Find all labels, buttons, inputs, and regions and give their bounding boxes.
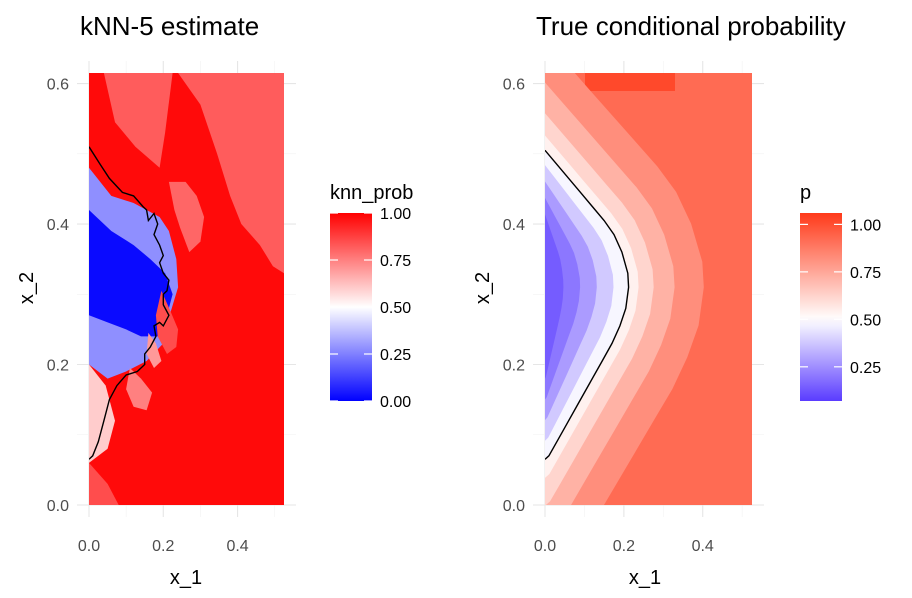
legend-title: knn_prob [330,182,413,204]
y-tick-label: 0.2 [47,358,69,375]
heatmap-raster [545,73,752,505]
legend-ticks: 0.25 0.50 0.75 1.00 [800,217,881,377]
panel-knn: kNN-5 estimate 0.0 0.2 0.4 0.0 0.2 0.4 0.6 x_… [16,11,413,589]
x-tick-label: 0.0 [534,538,556,555]
legend-tick-label: 0.75 [850,265,881,282]
legend-tick-label: 0.50 [380,300,411,317]
legend-tick-label: 1.00 [850,217,881,234]
contour-lines [89,146,170,460]
legend-ticks: 0.00 0.25 0.50 0.75 1.00 [330,206,411,411]
heatmap-region [545,214,564,460]
x-axis-label: x_1 [629,567,661,589]
y-tick-label: 0.4 [47,217,69,234]
contour-line [545,149,630,460]
legend-p: p 0.25 0.50 0.75 1.00 [800,182,881,401]
y-tick-label: 0.0 [503,498,525,515]
heatmap-region [126,368,153,411]
y-tick-label: 0.0 [47,498,69,515]
legend-title: p [800,182,811,204]
heatmap-region [89,462,119,505]
x-tick-label: 0.4 [692,538,714,555]
legend-tick-label: 0.25 [850,360,881,377]
legend-colorbar [800,213,842,401]
heatmap-region [155,290,179,354]
y-axis-ticks: 0.0 0.2 0.4 0.6 [47,77,69,515]
panel-title: True conditional probability [536,11,846,41]
panel-title: kNN-5 estimate [80,11,259,41]
x-axis-ticks: 0.0 0.2 0.4 [78,538,249,555]
y-tick-label: 0.2 [503,358,525,375]
heatmap-region [89,210,173,337]
contour-line [89,146,170,460]
x-axis-label: x_1 [170,567,202,589]
legend-tick-label: 0.50 [850,312,881,329]
x-tick-label: 0.2 [152,538,174,555]
contour-lines [545,149,630,460]
y-tick-label: 0.6 [503,77,525,94]
heatmap-region [89,364,115,463]
legend-tick-label: 0.75 [380,253,411,270]
y-axis-label: x_2 [472,272,494,304]
legend-knn-prob: knn_prob 0.00 0.25 0.50 0.75 1.00 [330,182,413,411]
y-axis-label: x_2 [16,272,38,304]
y-tick-label: 0.4 [503,217,525,234]
heatmap-region [103,73,173,168]
heatmap-region [178,73,284,274]
y-axis-ticks: 0.0 0.2 0.4 0.6 [503,77,525,515]
legend-tick-label: 0.25 [380,347,411,364]
heatmap-raster [89,73,284,505]
legend-tick-label: 0.00 [380,394,411,411]
y-tick-label: 0.6 [47,77,69,94]
x-tick-label: 0.4 [226,538,248,555]
heatmap-region [168,181,205,253]
heatmap-region [146,332,162,368]
x-tick-label: 0.2 [613,538,635,555]
panel-true-probability: True conditional probability 0.0 0.2 0.4 0… [472,11,881,589]
legend-tick-label: 1.00 [380,206,411,223]
heatmap-region [585,73,675,91]
x-axis-ticks: 0.0 0.2 0.4 [534,538,714,555]
x-tick-label: 0.0 [78,538,100,555]
